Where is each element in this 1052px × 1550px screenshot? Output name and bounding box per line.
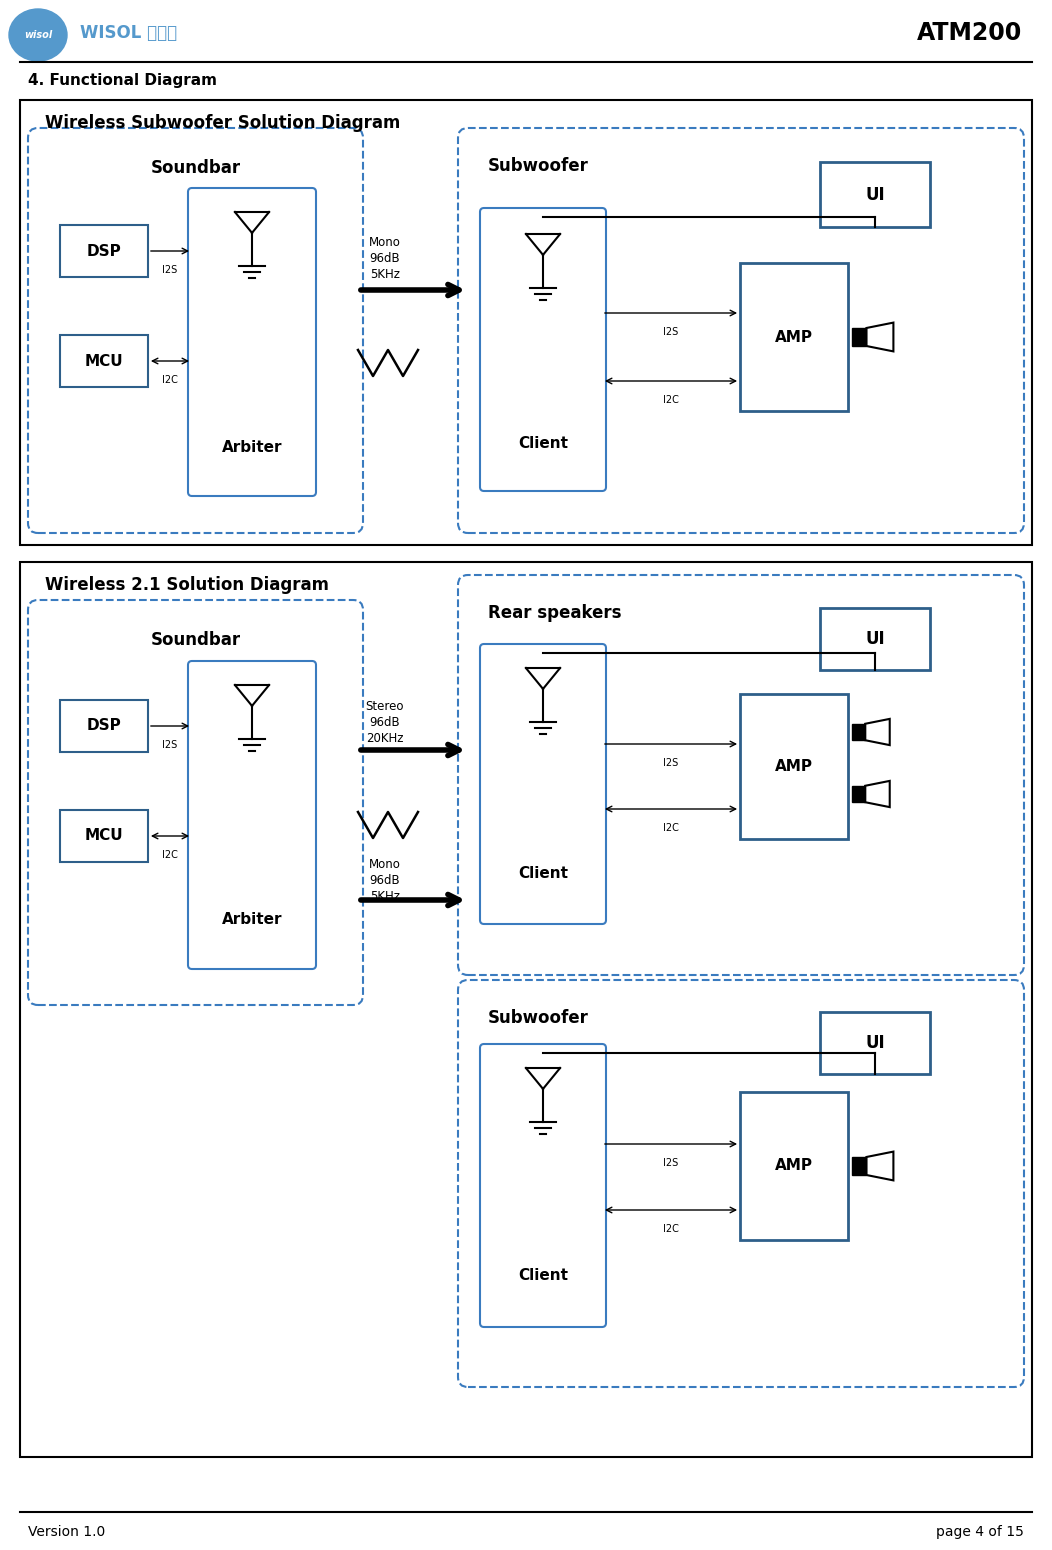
Polygon shape: [867, 1152, 893, 1181]
Text: page 4 of 15: page 4 of 15: [936, 1525, 1024, 1539]
Text: Stereo
96dB
20KHz: Stereo 96dB 20KHz: [366, 701, 404, 746]
FancyBboxPatch shape: [28, 600, 363, 1004]
FancyBboxPatch shape: [458, 980, 1024, 1387]
Text: I2C: I2C: [663, 823, 679, 832]
Text: Rear speakers: Rear speakers: [488, 604, 622, 622]
Polygon shape: [865, 781, 890, 808]
Text: WISOL 와이솔: WISOL 와이솔: [80, 23, 177, 42]
FancyBboxPatch shape: [458, 575, 1024, 975]
Text: Subwoofer: Subwoofer: [488, 157, 589, 175]
FancyBboxPatch shape: [480, 643, 606, 924]
Polygon shape: [867, 322, 893, 352]
Bar: [740, 264, 848, 411]
FancyBboxPatch shape: [28, 129, 363, 533]
Text: AMP: AMP: [775, 330, 813, 344]
Bar: [740, 1093, 848, 1240]
Text: Client: Client: [518, 437, 568, 451]
Text: Wireless 2.1 Solution Diagram: Wireless 2.1 Solution Diagram: [45, 577, 329, 594]
Text: Version 1.0: Version 1.0: [28, 1525, 105, 1539]
FancyBboxPatch shape: [458, 129, 1024, 533]
Text: I2S: I2S: [664, 1158, 679, 1169]
Bar: [852, 724, 865, 741]
Text: I2C: I2C: [162, 375, 178, 384]
Bar: [820, 1012, 930, 1074]
Text: DSP: DSP: [86, 243, 121, 259]
Bar: [852, 786, 865, 803]
Text: Soundbar: Soundbar: [150, 160, 241, 177]
Text: DSP: DSP: [86, 719, 121, 733]
Bar: [60, 811, 148, 862]
Bar: [820, 163, 930, 226]
Text: Client: Client: [518, 1268, 568, 1283]
Bar: [820, 608, 930, 670]
Text: Arbiter: Arbiter: [222, 440, 282, 454]
Bar: [852, 329, 867, 346]
FancyBboxPatch shape: [188, 188, 316, 496]
Bar: [60, 701, 148, 752]
Text: wisol: wisol: [24, 29, 53, 40]
Bar: [20, 563, 1032, 1457]
Bar: [740, 694, 848, 839]
Text: I2S: I2S: [162, 265, 178, 274]
Text: 4. Functional Diagram: 4. Functional Diagram: [28, 73, 217, 87]
Text: I2S: I2S: [162, 739, 178, 750]
Text: I2C: I2C: [663, 1224, 679, 1234]
Text: Subwoofer: Subwoofer: [488, 1009, 589, 1028]
Text: ATM200: ATM200: [916, 22, 1021, 45]
Bar: [60, 225, 148, 277]
Text: MCU: MCU: [85, 353, 123, 369]
Bar: [20, 101, 1032, 546]
Text: UI: UI: [865, 1034, 885, 1052]
Text: UI: UI: [865, 629, 885, 648]
Text: MCU: MCU: [85, 829, 123, 843]
Text: Wireless Subwoofer Solution Diagram: Wireless Subwoofer Solution Diagram: [45, 115, 401, 132]
Text: Client: Client: [518, 865, 568, 880]
Ellipse shape: [9, 9, 67, 60]
Text: Soundbar: Soundbar: [150, 631, 241, 649]
Text: Arbiter: Arbiter: [222, 913, 282, 927]
Text: Mono
96dB
5KHz: Mono 96dB 5KHz: [369, 857, 401, 902]
Bar: [60, 335, 148, 388]
Bar: [852, 1156, 867, 1175]
Text: I2C: I2C: [162, 849, 178, 860]
FancyBboxPatch shape: [188, 660, 316, 969]
Text: Mono
96dB
5KHz: Mono 96dB 5KHz: [369, 236, 401, 281]
Text: I2S: I2S: [664, 327, 679, 336]
FancyBboxPatch shape: [480, 1045, 606, 1327]
Text: AMP: AMP: [775, 760, 813, 773]
Polygon shape: [865, 719, 890, 746]
FancyBboxPatch shape: [480, 208, 606, 491]
Text: I2S: I2S: [664, 758, 679, 767]
Text: AMP: AMP: [775, 1158, 813, 1173]
Text: I2C: I2C: [663, 395, 679, 405]
Text: UI: UI: [865, 186, 885, 203]
